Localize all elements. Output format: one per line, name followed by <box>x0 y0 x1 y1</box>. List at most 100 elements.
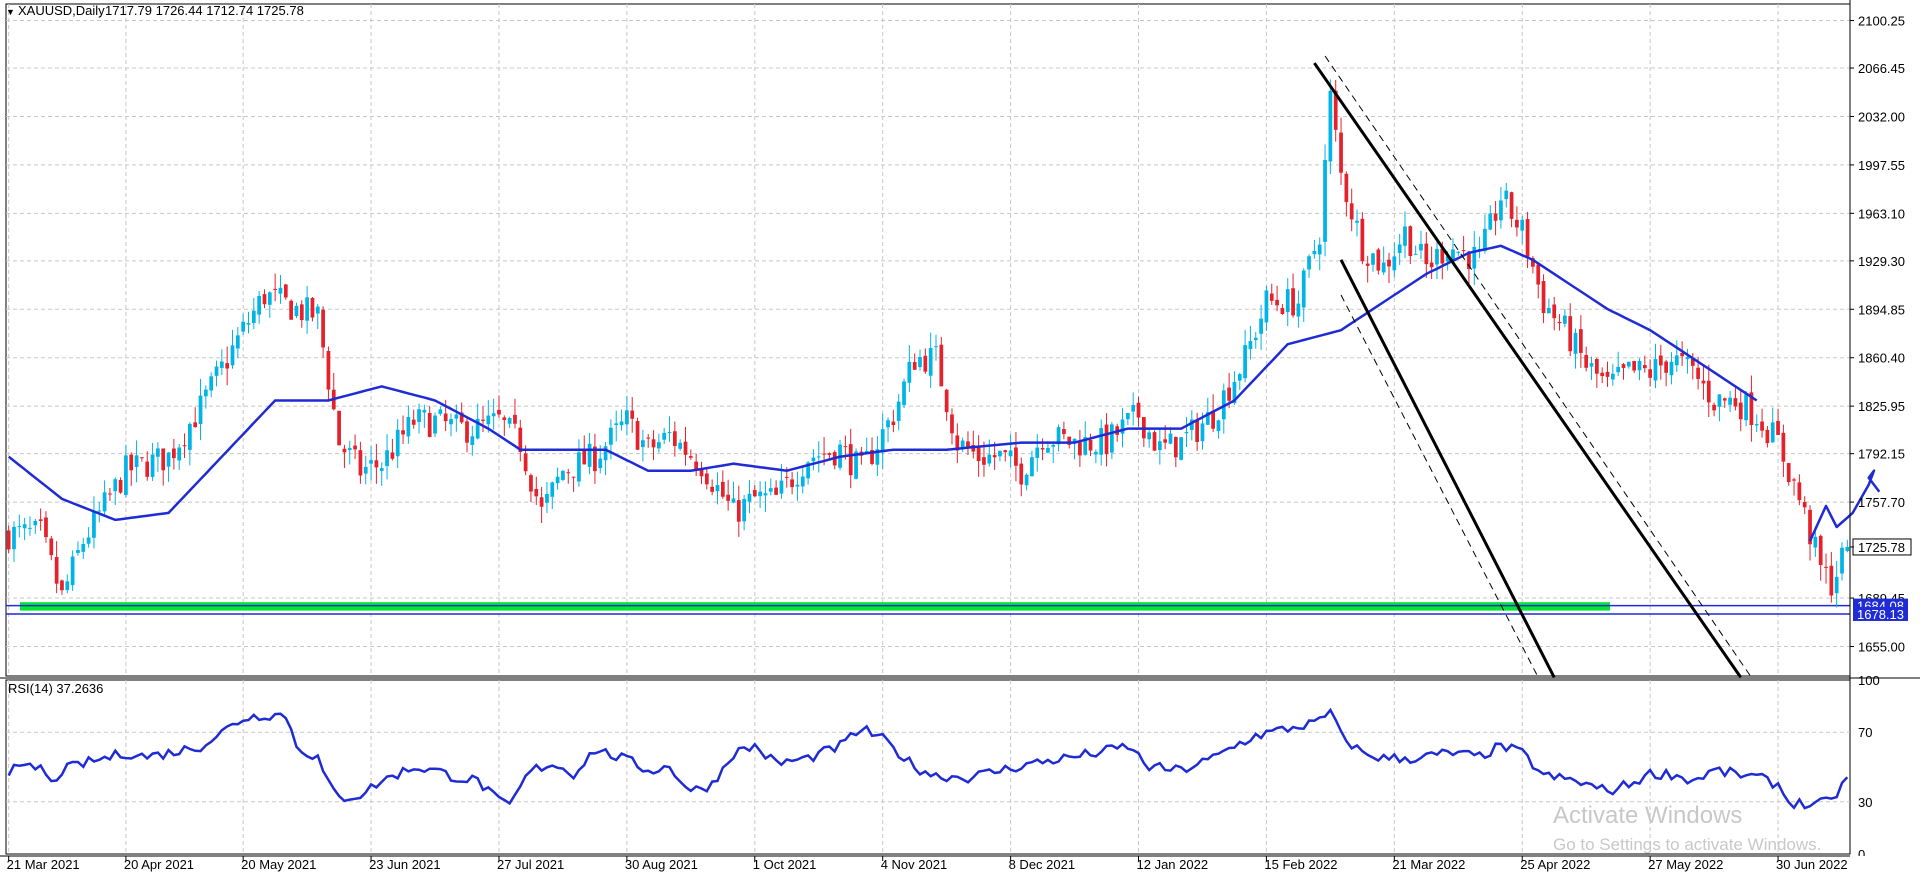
candle-body <box>108 493 112 495</box>
candle <box>918 349 922 371</box>
projection-arrow[interactable] <box>1808 469 1881 542</box>
candle <box>1568 303 1573 357</box>
candle <box>694 453 699 477</box>
candle <box>1094 449 1098 464</box>
candle-body <box>49 538 54 556</box>
candle-body <box>928 347 933 376</box>
candle-body <box>1594 359 1599 374</box>
candle <box>198 378 203 441</box>
candle-body <box>934 346 938 348</box>
candle-body <box>134 455 139 468</box>
candle <box>1578 315 1583 368</box>
candle-body <box>870 450 874 464</box>
candle-body <box>619 421 624 426</box>
candle-body <box>816 456 821 458</box>
chart-menu-icon[interactable]: ▼ <box>6 7 15 17</box>
candle-body <box>1397 244 1402 253</box>
symbol-label: XAUUSD,Daily <box>18 3 105 18</box>
candle <box>1003 449 1008 462</box>
candle-body <box>582 448 587 465</box>
projection-layer[interactable] <box>1808 469 1881 542</box>
candle <box>992 442 997 470</box>
candle <box>1525 211 1530 269</box>
candle-body <box>1253 337 1258 341</box>
candle-body <box>1211 410 1215 429</box>
candle <box>1269 283 1274 305</box>
candle-body <box>33 520 38 526</box>
candle-body <box>497 409 501 415</box>
channel-line-dashed[interactable] <box>1340 294 1539 678</box>
candle-body <box>1840 547 1844 574</box>
candle-body <box>28 527 32 529</box>
channel-lines-layer[interactable] <box>1313 55 1752 679</box>
candle <box>289 299 293 320</box>
candle-body <box>1786 463 1791 483</box>
candle <box>1760 408 1764 438</box>
candle <box>1024 473 1029 491</box>
candle <box>1291 273 1295 318</box>
candle-body <box>374 460 379 468</box>
candle-body <box>1216 420 1221 432</box>
candle <box>848 428 853 489</box>
candle-body <box>784 476 789 478</box>
candle-body <box>1285 289 1290 313</box>
candle <box>1141 417 1146 447</box>
candle-body <box>1845 546 1850 551</box>
candle <box>1547 298 1551 314</box>
candle <box>1360 212 1365 265</box>
candle-body <box>811 457 816 462</box>
time-tick-label: 1 Oct 2021 <box>753 857 817 872</box>
time-axis[interactable]: 21 Mar 2021 20 Apr 2021 20 May 2021 23 Jun … <box>0 855 1920 882</box>
channel-line[interactable] <box>1313 62 1742 679</box>
candle <box>1717 394 1722 422</box>
candle <box>283 283 288 300</box>
candle <box>315 304 320 330</box>
candle <box>465 417 469 453</box>
candle <box>939 336 944 387</box>
candle-body <box>960 440 965 448</box>
candle <box>417 403 421 434</box>
time-tick-label: 4 Nov 2021 <box>881 857 948 872</box>
candle-body <box>1435 248 1439 265</box>
price-tick-label: 1963.10 <box>1858 206 1905 221</box>
candle <box>710 479 715 496</box>
candle <box>923 348 928 374</box>
candle-body <box>1728 397 1732 405</box>
channel-line-dashed[interactable] <box>1324 55 1752 678</box>
candle <box>1467 250 1471 285</box>
candle <box>337 410 341 446</box>
candle <box>1285 278 1290 327</box>
candle-body <box>843 446 848 448</box>
time-tick-label: 20 May 2021 <box>241 857 316 872</box>
candle <box>550 481 555 510</box>
candle-body <box>875 449 880 465</box>
candle <box>449 413 453 437</box>
candle-body <box>902 381 906 405</box>
candle-body <box>459 412 464 423</box>
candle <box>1600 367 1605 384</box>
price-axis[interactable]: 2100.25 2066.45 2032.00 1997.55 1963.10 1929.… <box>1849 0 1912 854</box>
candle-body <box>342 448 347 453</box>
candle <box>561 469 565 482</box>
candle-body <box>752 490 757 497</box>
candle-body <box>1600 372 1605 377</box>
candle-body <box>1259 318 1263 334</box>
candle-body <box>1669 361 1674 376</box>
candle <box>891 409 896 433</box>
candle-body <box>561 470 565 480</box>
candle-body <box>1770 422 1775 443</box>
channel-line[interactable] <box>1339 259 1556 679</box>
candle-body <box>1493 213 1498 221</box>
candle-body <box>438 409 443 414</box>
candle <box>672 421 677 457</box>
candle <box>635 417 640 451</box>
candle <box>699 461 704 485</box>
candle <box>763 481 768 512</box>
candle <box>656 433 661 453</box>
candle <box>406 405 411 444</box>
candle <box>1435 237 1439 280</box>
candle <box>1157 427 1162 465</box>
candle-body <box>1131 404 1136 412</box>
